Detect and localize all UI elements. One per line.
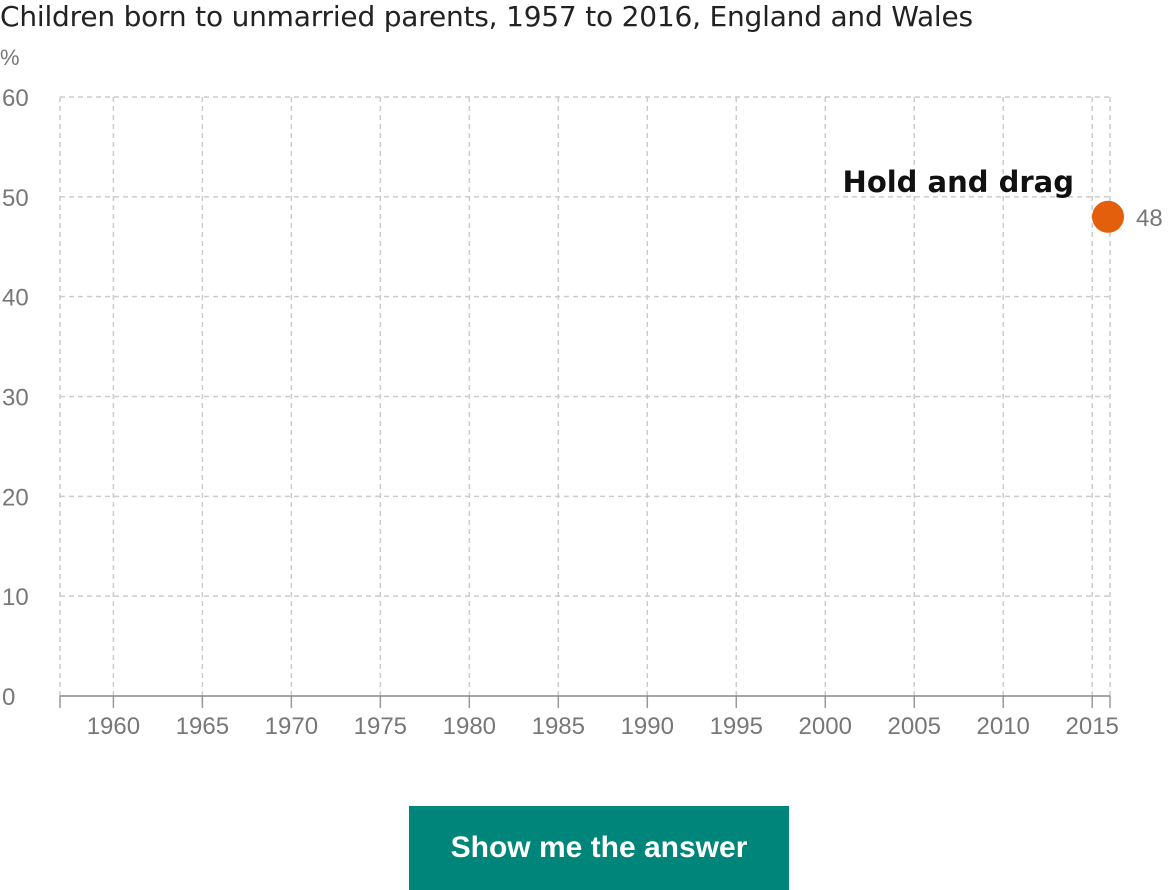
chart-title: Children born to unmarried parents, 1957… xyxy=(0,0,973,33)
y-tick-label: 0 xyxy=(2,684,15,711)
y-axis-unit-label: % xyxy=(0,45,20,70)
x-tick-label: 2005 xyxy=(888,713,941,740)
point-value-label: 48 xyxy=(1136,205,1163,232)
x-tick-label: 2015 xyxy=(1066,713,1119,740)
x-tick-label: 1970 xyxy=(265,713,318,740)
y-tick-label: 40 xyxy=(2,285,29,312)
x-tick-label: 1980 xyxy=(443,713,496,740)
x-tick-label: 1985 xyxy=(532,713,585,740)
x-tick-label: 1960 xyxy=(87,713,140,740)
x-tick-label: 2000 xyxy=(799,713,852,740)
drag-hint-annotation: Hold and drag xyxy=(843,165,1074,199)
x-tick-label: 1990 xyxy=(621,713,674,740)
draggable-point[interactable] xyxy=(1092,200,1124,233)
x-tick-label: 1965 xyxy=(176,713,229,740)
y-tick-label: 20 xyxy=(2,484,29,511)
line-chart[interactable]: 0 10 20 30 40 50 60 1960 1965 1970 1975 1980 1985 199… xyxy=(0,0,1168,790)
x-tick-label: 1995 xyxy=(710,713,763,740)
y-tick-label: 30 xyxy=(2,385,29,412)
x-tick-label: 1975 xyxy=(354,713,407,740)
y-tick-label: 50 xyxy=(2,185,29,212)
y-tick-label: 10 xyxy=(2,584,29,611)
show-answer-button[interactable]: Show me the answer xyxy=(409,806,789,890)
y-tick-label: 60 xyxy=(2,85,29,112)
x-tick-label: 2010 xyxy=(977,713,1030,740)
